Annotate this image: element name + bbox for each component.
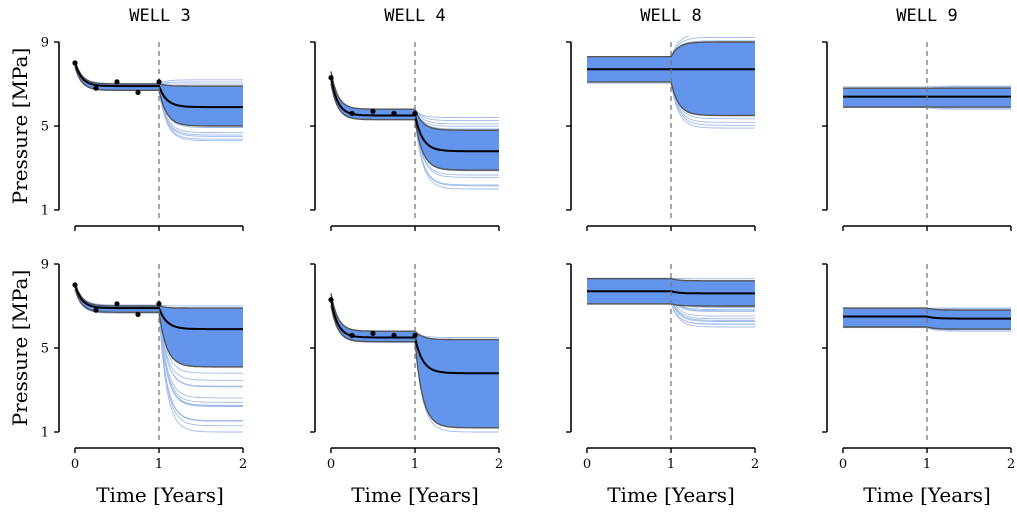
x-tick-label: 1 xyxy=(667,457,675,472)
lower-bound-line xyxy=(330,305,499,429)
panel-well-4-row-1 xyxy=(310,41,500,231)
ylabel-row-2: Pressure [MPa] xyxy=(8,270,32,427)
observation-point xyxy=(156,79,162,85)
upper-bound-line xyxy=(587,278,755,282)
lower-bound-line xyxy=(330,83,499,171)
xlabel-well-3: Time [Years] xyxy=(96,483,224,507)
observation-point xyxy=(93,307,99,313)
observation-point xyxy=(412,110,418,116)
y-tick-label: 1 xyxy=(41,426,49,441)
x-tick-label: 0 xyxy=(839,457,847,472)
x-tick-label: 2 xyxy=(495,457,503,472)
column-title-well-3: WELL 3 xyxy=(129,6,190,26)
x-tick-label: 0 xyxy=(327,457,335,472)
uncertainty-band xyxy=(75,282,243,367)
panel-well-9-row-1 xyxy=(822,41,1012,231)
x-tick-label: 2 xyxy=(239,457,247,472)
panel-well-9-row-2: 0 1 2 xyxy=(822,263,1015,472)
x-tick-label: 1 xyxy=(411,457,419,472)
observation-point xyxy=(93,85,99,91)
panel-well-4-row-2: 0 1 2 xyxy=(310,263,503,472)
mean-line xyxy=(74,284,243,331)
uncertainty-band xyxy=(331,293,499,428)
x-tick-label: 0 xyxy=(71,457,79,472)
observation-point xyxy=(135,311,141,317)
x-tick-label: 1 xyxy=(923,457,931,472)
panels: 1 5 9 1 5 9 0 1 2 0 1 2 0 1 2 0 1 2 xyxy=(41,36,1015,473)
x-tick-label: 2 xyxy=(751,457,759,472)
mean-line xyxy=(74,62,243,109)
uncertainty-band xyxy=(75,60,243,126)
xlabel-well-4: Time [Years] xyxy=(351,483,479,507)
observation-point xyxy=(72,60,78,66)
y-tick-label: 9 xyxy=(41,36,49,51)
x-tick-label: 0 xyxy=(583,457,591,472)
panel-well-8-row-1 xyxy=(566,36,756,231)
observation-point xyxy=(328,75,334,81)
observation-point xyxy=(135,89,141,95)
observation-point xyxy=(349,110,355,116)
mean-line xyxy=(843,315,1011,320)
y-tick-label: 9 xyxy=(41,258,49,273)
y-tick-label: 5 xyxy=(41,342,49,357)
observation-point xyxy=(349,332,355,338)
x-tick-label: 2 xyxy=(1007,457,1015,472)
xlabel-well-9: Time [Years] xyxy=(863,483,991,507)
ylabel-row-1: Pressure [MPa] xyxy=(8,48,32,205)
observation-point xyxy=(370,108,376,114)
observation-point xyxy=(72,282,78,288)
observation-point xyxy=(391,110,397,116)
y-tick-label: 1 xyxy=(41,204,49,219)
panel-well-3-row-2: 1 5 9 0 1 2 xyxy=(41,258,247,473)
observation-point xyxy=(156,301,162,307)
xlabel-well-8: Time [Years] xyxy=(607,483,735,507)
upper-bound-line xyxy=(587,41,755,58)
observation-point xyxy=(114,301,120,307)
y-tick-label: 5 xyxy=(41,120,49,135)
column-title-well-9: WELL 9 xyxy=(896,6,957,26)
panel-well-3-row-1: 1 5 9 xyxy=(41,36,244,231)
x-tick-label: 1 xyxy=(155,457,163,472)
observation-point xyxy=(370,330,376,336)
observation-point xyxy=(412,332,418,338)
observation-point xyxy=(114,79,120,85)
uncertainty-band xyxy=(331,71,499,171)
observation-point xyxy=(328,297,334,303)
panel-well-8-row-2: 0 1 2 xyxy=(566,263,759,472)
observation-point xyxy=(391,332,397,338)
column-title-well-8: WELL 8 xyxy=(640,6,701,26)
column-title-well-4: WELL 4 xyxy=(384,6,445,26)
upper-bound-line xyxy=(843,307,1011,311)
ensemble-line xyxy=(843,85,1011,88)
